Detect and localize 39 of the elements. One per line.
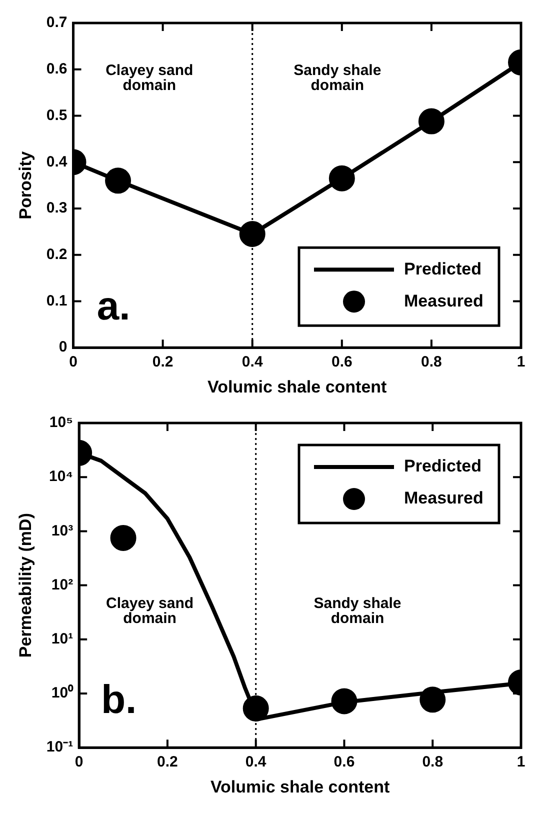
y-tick-label: 0.4 (46, 153, 68, 170)
x-axis-title: Volumic shale content (210, 777, 390, 796)
y-tick-label: 10⁵ (49, 414, 74, 432)
x-tick-label: 1 (516, 354, 526, 371)
x-tick-label: 0.8 (421, 354, 442, 371)
x-tick-label: 0.8 (422, 754, 444, 771)
y-tick-label: 10⁴ (48, 468, 74, 486)
annotation: Clayey sand domain (106, 62, 194, 94)
annotation: Sandy shale domain (314, 594, 402, 627)
x-tick-label: 1 (516, 754, 526, 771)
y-tick-label: 0.6 (46, 60, 68, 78)
y-axis-title: Permeability (mD) (16, 513, 35, 658)
x-tick-label: 0.6 (331, 354, 352, 371)
y-tick-label: 0.7 (46, 14, 68, 32)
legend-label: Predicted (404, 259, 482, 278)
y-tick-label: 0.3 (46, 200, 68, 217)
y-tick-label: 10⁰ (51, 684, 74, 702)
legend-label: Predicted (404, 456, 482, 476)
y-tick-label: 0.2 (46, 246, 68, 263)
x-tick-label: 0.4 (242, 354, 264, 371)
y-tick-label: 10⁻¹ (46, 738, 74, 756)
annotation: b. (101, 678, 137, 722)
x-axis-title: Volumic shale content (208, 377, 388, 396)
y-tick-label: 0 (58, 338, 68, 356)
annotation: Clayey sand domain (106, 594, 194, 627)
y-axis-title: Porosity (16, 150, 35, 220)
x-tick-label: 0.6 (334, 754, 355, 771)
y-tick-label: 10² (51, 576, 74, 594)
annotation: Sandy shale domain (294, 62, 382, 94)
legend-label: Measured (404, 488, 484, 508)
x-tick-label: 0.2 (152, 354, 174, 371)
y-tick-label: 0.1 (46, 292, 68, 310)
x-tick-label: 0.4 (245, 754, 267, 771)
legend-label: Measured (404, 291, 484, 310)
annotation: a. (96, 284, 130, 329)
y-tick-label: 10³ (51, 522, 74, 540)
y-tick-label: 0.5 (46, 106, 68, 124)
y-tick-label: 10¹ (51, 630, 74, 648)
x-tick-label: 0.2 (157, 754, 178, 771)
